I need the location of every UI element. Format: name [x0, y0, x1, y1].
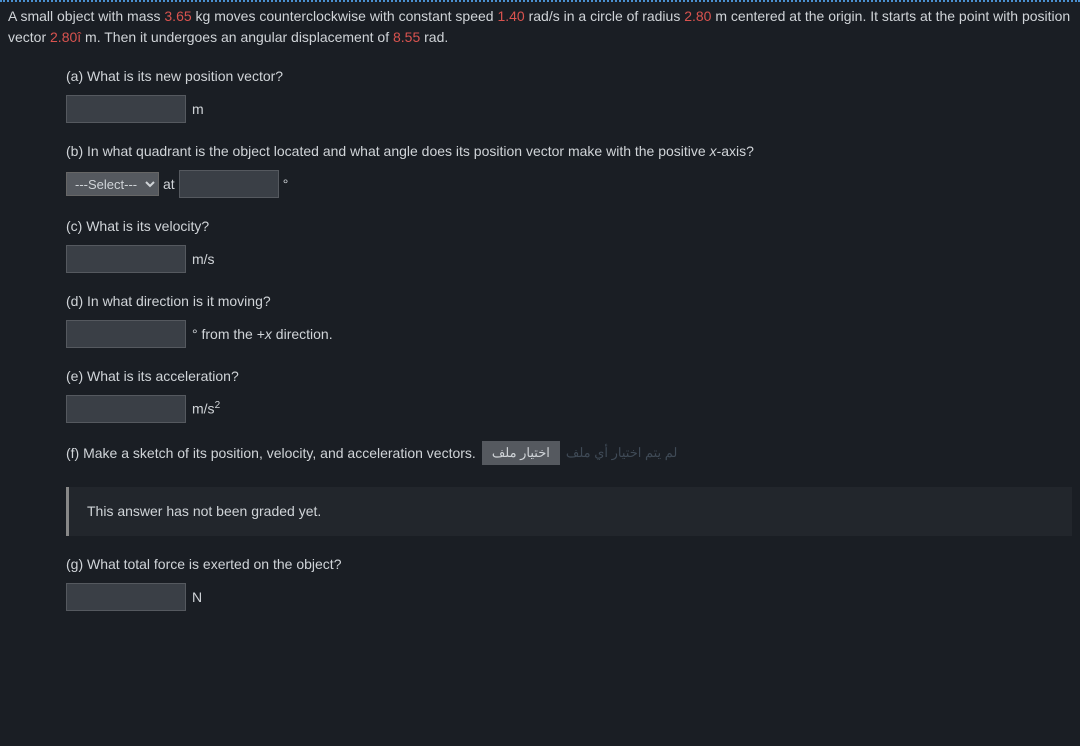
intro-seg1: A small object with mass: [8, 8, 164, 24]
qg-unit: N: [192, 587, 202, 608]
grading-notice: This answer has not been graded yet.: [66, 487, 1072, 536]
intro-seg2: kg moves counterclockwise with constant …: [192, 8, 498, 24]
qd-input[interactable]: [66, 320, 186, 348]
problem-statement: A small object with mass 3.65 kg moves c…: [8, 6, 1072, 48]
qf-row: (f) Make a sketch of its position, veloc…: [66, 441, 677, 465]
qd-suffix-x: x: [265, 326, 272, 342]
qa-text: (a) What is its new position vector?: [66, 66, 1072, 87]
radius-value: 2.80: [684, 8, 711, 24]
question-a: (a) What is its new position vector? m: [66, 66, 1072, 123]
qe-unit: m/s2: [192, 398, 220, 420]
qe-unit-exp: 2: [215, 400, 221, 411]
qg-input[interactable]: [66, 583, 186, 611]
qc-unit: m/s: [192, 249, 215, 270]
qb-at: at: [163, 174, 175, 195]
question-e: (e) What is its acceleration? m/s2: [66, 366, 1072, 423]
qc-input[interactable]: [66, 245, 186, 273]
qb-angle-input[interactable]: [179, 170, 279, 198]
intro-seg5: m. Then it undergoes an angular displace…: [81, 29, 393, 45]
startpos-value: 2.80î: [50, 29, 81, 45]
mass-value: 3.65: [164, 8, 191, 24]
qd-suffix-post: direction.: [272, 326, 333, 342]
speed-value: 1.40: [497, 8, 524, 24]
file-choose-button[interactable]: اختيار ملف: [482, 441, 560, 465]
qb-pre: (b) In what quadrant is the object locat…: [66, 143, 710, 159]
question-g: (g) What total force is exerted on the o…: [66, 554, 1072, 611]
intro-seg6: rad.: [420, 29, 448, 45]
file-hint: لم يتم اختيار أي ملف: [566, 443, 678, 463]
qd-suffix: ° from the +x direction.: [192, 324, 333, 345]
qd-suffix-pre: ° from the +: [192, 326, 265, 342]
question-c: (c) What is its velocity? m/s: [66, 216, 1072, 273]
qg-text: (g) What total force is exerted on the o…: [66, 554, 1072, 575]
qb-deg: °: [283, 174, 289, 195]
qe-input[interactable]: [66, 395, 186, 423]
qb-quadrant-select[interactable]: ---Select---: [66, 172, 159, 196]
question-b: (b) In what quadrant is the object locat…: [66, 141, 1072, 198]
qc-text: (c) What is its velocity?: [66, 216, 1072, 237]
qe-text: (e) What is its acceleration?: [66, 366, 1072, 387]
intro-seg3: rad/s in a circle of radius: [525, 8, 685, 24]
qf-text: (f) Make a sketch of its position, veloc…: [66, 443, 476, 464]
question-d: (d) In what direction is it moving? ° fr…: [66, 291, 1072, 348]
question-f: (f) Make a sketch of its position, veloc…: [66, 441, 1072, 536]
qb-post: -axis?: [717, 143, 754, 159]
qe-unit-pre: m/s: [192, 401, 215, 417]
qb-x: x: [710, 143, 717, 159]
disp-value: 8.55: [393, 29, 420, 45]
qa-unit: m: [192, 99, 204, 120]
qd-text: (d) In what direction is it moving?: [66, 291, 1072, 312]
qb-text: (b) In what quadrant is the object locat…: [66, 141, 1072, 162]
qa-input[interactable]: [66, 95, 186, 123]
